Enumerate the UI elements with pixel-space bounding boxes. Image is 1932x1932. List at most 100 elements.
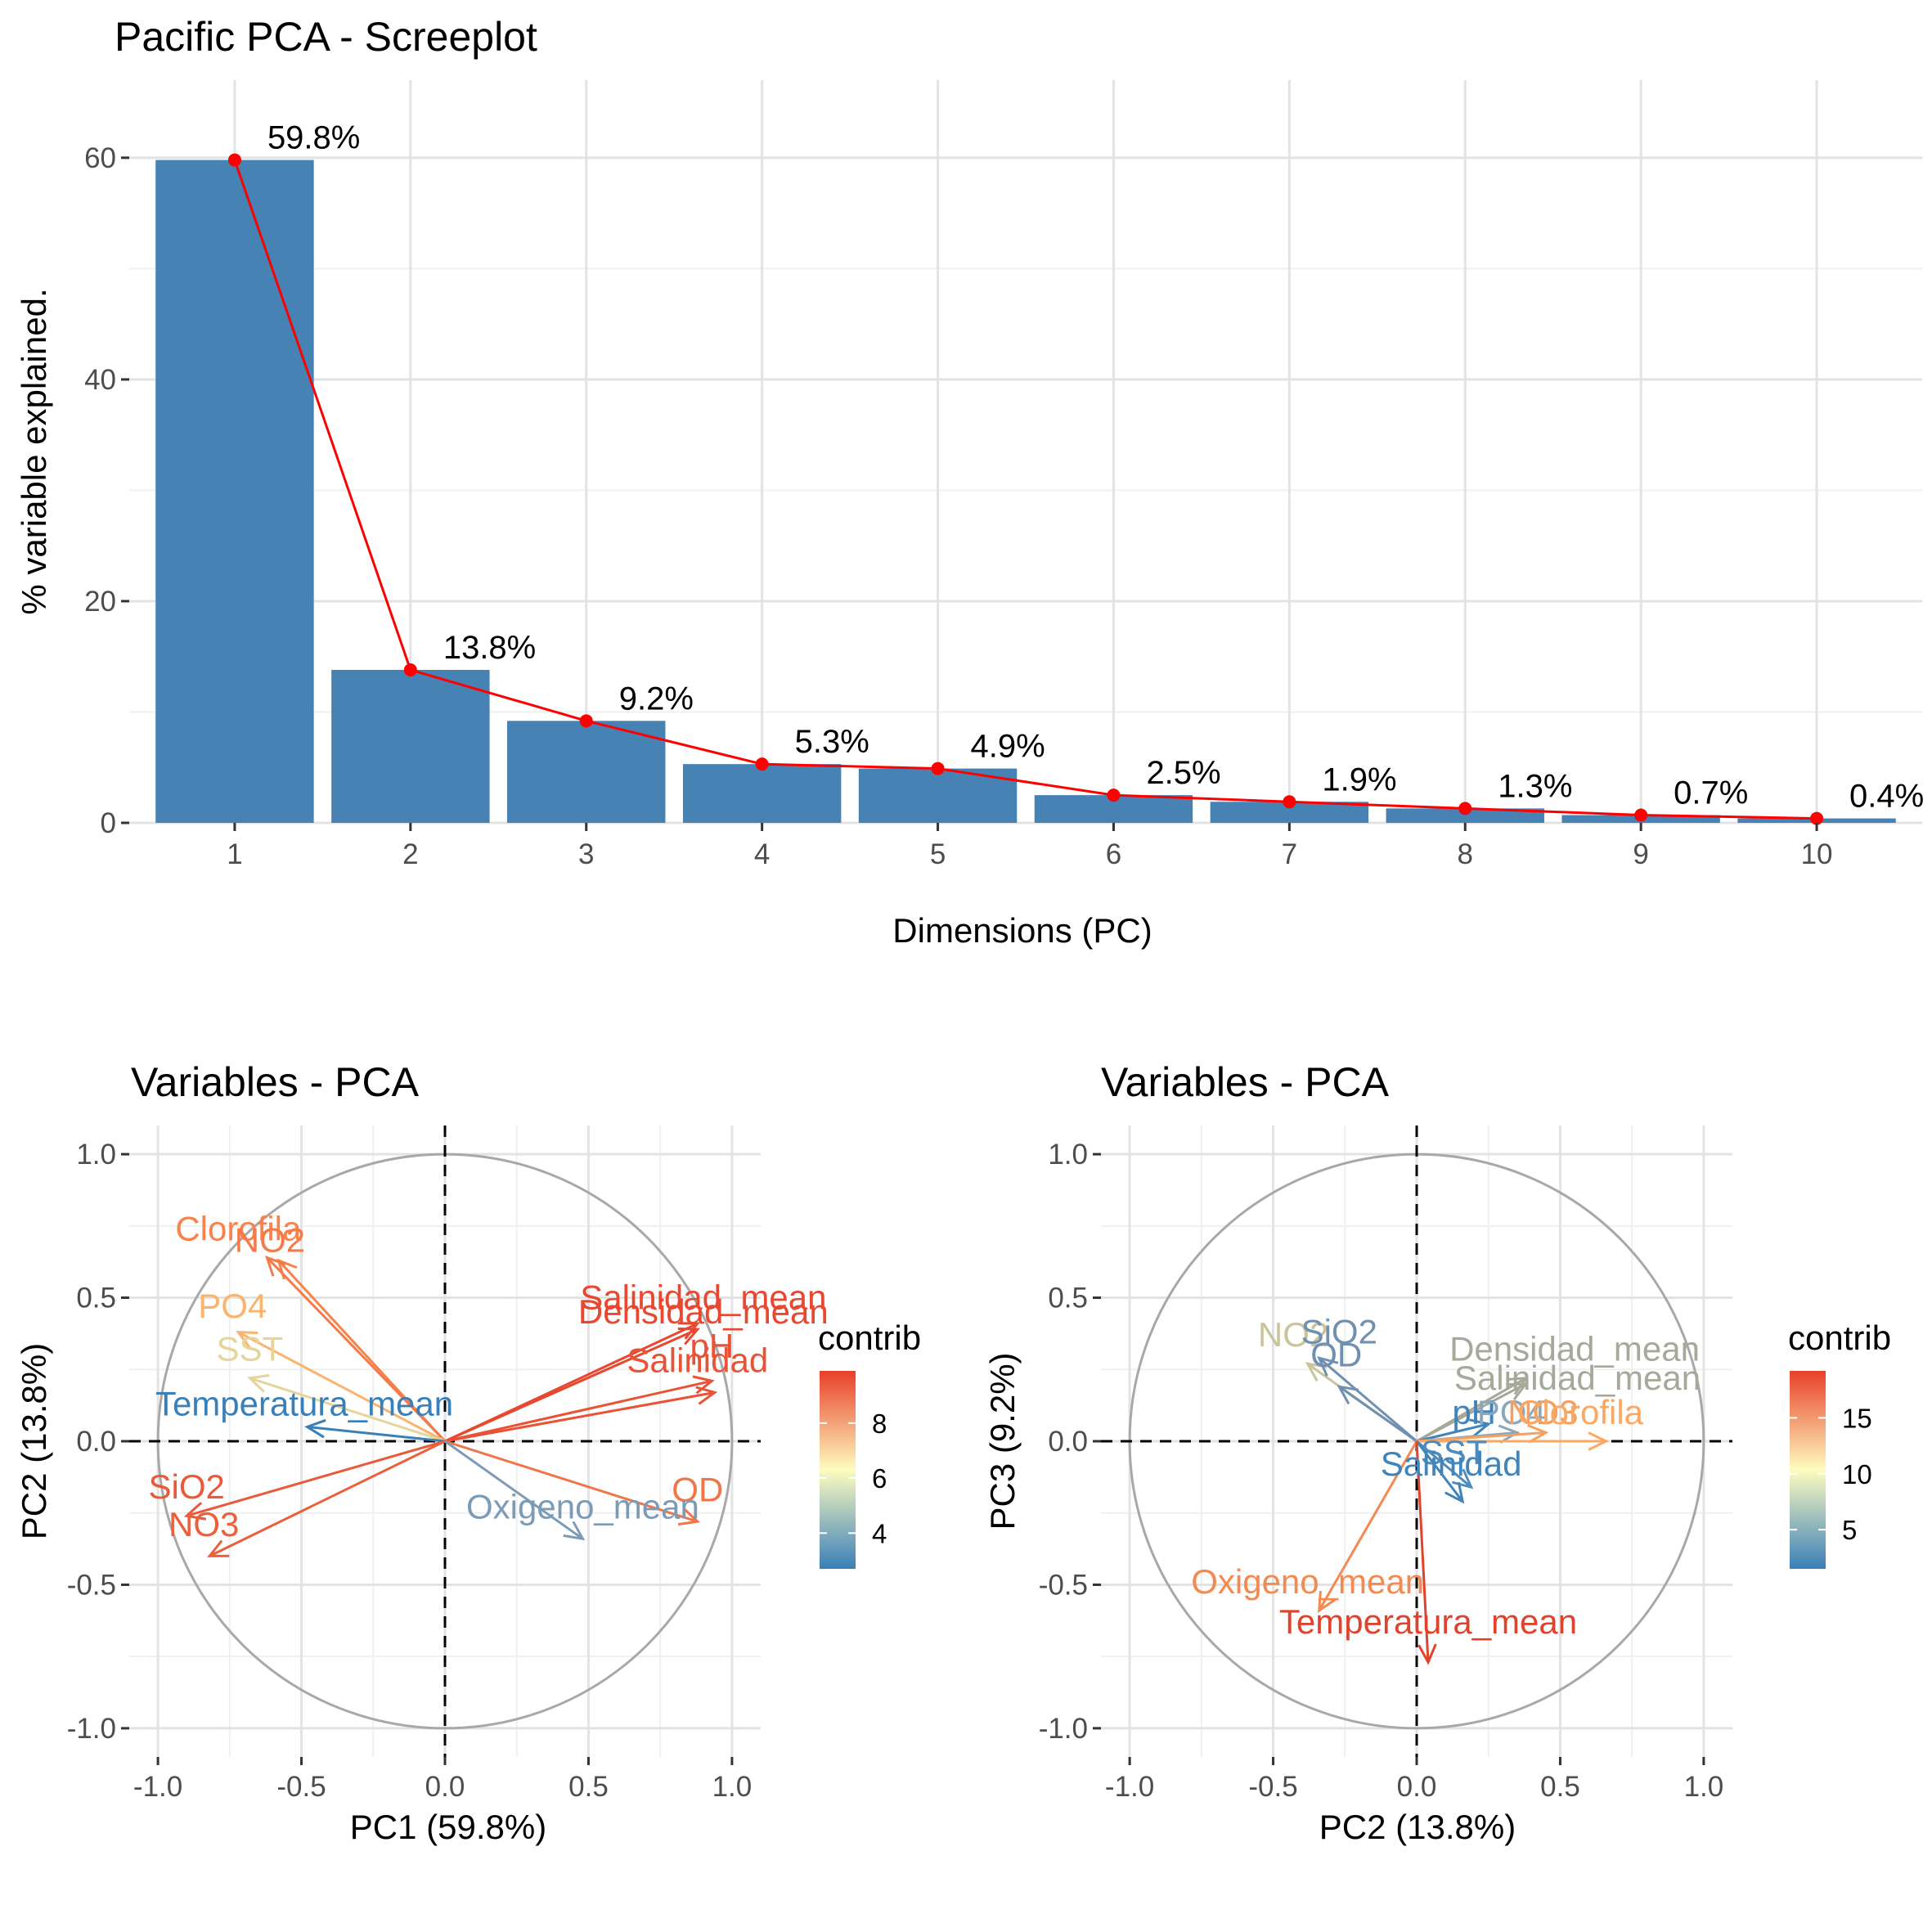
x-tick-label: 6 [1106,838,1121,870]
screeplot-x-axis-title: Dimensions (PC) [892,911,1152,950]
pca-right-x-axis-title: PC2 (13.8%) [1319,1808,1516,1846]
arrow-salinidad [444,1391,716,1443]
point-pc3 [579,714,593,728]
point-pc4 [755,757,769,771]
arrow-sio2 [1318,1357,1418,1443]
y-tick-label: -0.5 [1039,1569,1088,1601]
arrowhead-no3 [207,1539,230,1557]
bar-pc4 [682,764,842,823]
label-ph: pH [1452,1393,1496,1431]
arrowhead-temperatura-mean [1418,1643,1437,1665]
x-tick-label: 7 [1282,838,1297,870]
arrowhead-sst [247,1374,270,1393]
value-label-pc5: 4.9% [971,729,1045,765]
screeplot-value-labels: 59.8% 13.8% 9.2% 5.3% 4.9% 2.5% 1.9% 1.3% 0.7% 0.… [267,120,1924,815]
label-po4: PO4 [198,1287,267,1325]
y-tick-label: -1.0 [1039,1713,1088,1745]
pca-left-title: Variables - PCA [131,1059,420,1105]
x-tick-label: 0.0 [425,1771,465,1803]
arrow-densidad-mean [444,1328,699,1443]
label-oxigeno-mean: Oxigeno_mean [466,1488,699,1526]
colorbar [820,1371,856,1569]
y-tick-label: 0.0 [76,1426,116,1458]
arrow-sst [1416,1440,1472,1489]
arrowhead-salinidad-mean [1506,1382,1529,1401]
screeplot-points [227,153,1824,825]
x-tick-label: 1 [227,838,242,870]
value-label-pc7: 1.9% [1322,762,1396,798]
y-tick-label: 40 [84,364,116,396]
value-label-pc3: 9.2% [619,681,694,717]
arrowhead-no2 [265,1255,286,1277]
screeplot-y-axis-title: % variable explained. [15,288,53,614]
point-pc7 [1283,795,1296,809]
label-sio2: SiO2 [1301,1313,1377,1351]
arrow-temperatura-mean [1415,1440,1430,1663]
y-tick-label: 60 [84,142,116,174]
label-clorofila: Clorofila [1517,1393,1644,1431]
arrowhead-salinidad [695,1386,718,1405]
value-label-pc6: 2.5% [1146,755,1220,791]
arrowhead-sio2 [1317,1355,1339,1377]
x-tick-label: -1.0 [1105,1771,1154,1803]
screeplot: Pacific PCA - Screeplot 59.8% 13.8% 9.2% 5.… [15,14,1924,950]
x-tick-label: -0.5 [276,1771,326,1803]
pca-left-legend: contrib 4 6 8 [818,1319,921,1569]
label-salinidad: Salinidad [1381,1445,1522,1483]
value-label-pc8: 1.3% [1498,768,1572,804]
screeplot-title: Pacific PCA - Screeplot [115,14,537,60]
arrow-no3 [209,1440,446,1557]
y-tick-label: -0.5 [67,1569,116,1601]
colorbar-label: 8 [872,1409,887,1439]
label-ph: pH [690,1327,734,1365]
label-densidad-mean: Densidad_mean [1449,1330,1700,1368]
label-salinidad-mean: Salinidad_mean [580,1278,826,1317]
arrow-sst [249,1377,446,1443]
y-tick-label: 1.0 [1048,1139,1088,1170]
label-sst: SST [217,1330,284,1368]
y-tick-label: 0 [101,807,116,839]
arrow-od [444,1440,699,1523]
arrowhead-oxigeno-mean [563,1521,586,1541]
arrowhead-po4 [1498,1424,1521,1445]
point-pc8 [1458,802,1472,815]
arrow-sio2 [186,1440,446,1517]
arrowhead-no2 [1305,1362,1328,1382]
label-clorofila: Clorofila [175,1209,302,1247]
value-label-pc1: 59.8% [267,120,360,156]
arrowhead-salinidad [1445,1481,1465,1504]
arrowhead-temperatura-mean [304,1418,326,1439]
arrowhead-densidad-mean [677,1327,700,1346]
x-tick-label: 9 [1633,838,1648,870]
x-tick-label: 5 [930,838,946,870]
screeplot-x-ticks: 1 2 3 4 5 6 7 8 9 10 [227,823,1833,870]
arrowhead-ph [1468,1418,1492,1438]
bar-pc3 [507,721,666,823]
label-no2: NO2 [235,1220,305,1259]
pca-right-legend-title: contrib [1788,1319,1891,1357]
value-label-pc10: 0.4% [1849,779,1924,815]
arrow-salinidad [1415,1440,1464,1503]
y-tick-label: 0.5 [1048,1283,1088,1314]
point-pc2 [403,663,417,676]
label-salinidad-mean: Salinidad_mean [1454,1359,1701,1397]
point-pc10 [1810,811,1824,825]
x-tick-label: 8 [1458,838,1473,870]
value-label-pc4: 5.3% [795,724,869,760]
pca-right-title: Variables - PCA [1101,1059,1390,1105]
pca-right-y-axis-title: PC3 (9.2%) [983,1352,1022,1530]
x-tick-label: 4 [754,838,770,870]
colorbar-label: 6 [872,1463,887,1494]
x-tick-label: 2 [402,838,418,870]
label-oxigeno-mean: Oxigeno_mean [1191,1562,1424,1601]
point-pc5 [931,762,945,775]
point-pc9 [1634,808,1648,822]
arrow-ph [444,1379,712,1443]
arrowhead-no3 [1527,1424,1549,1444]
label-no2: NO2 [1258,1315,1328,1354]
y-tick-label: 0.0 [1048,1426,1088,1458]
label-sio2: SiO2 [148,1467,224,1506]
arrow-no2 [266,1256,447,1443]
arrowhead-po4 [236,1331,258,1349]
